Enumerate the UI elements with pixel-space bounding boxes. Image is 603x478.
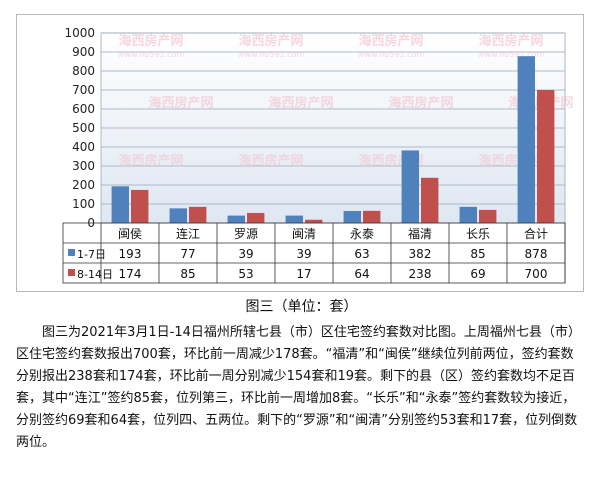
legend-label-2: 8-14日 — [77, 268, 113, 281]
y-tick-label: 700 — [72, 83, 95, 97]
bar-series2 — [131, 189, 149, 223]
data-label: 174 — [119, 267, 142, 281]
y-tick-label: 800 — [72, 64, 95, 78]
y-tick-label: 1000 — [64, 26, 95, 40]
bar-series2 — [537, 90, 555, 223]
bar-series1 — [459, 206, 477, 223]
figure-caption: 图三（单位：套） — [245, 299, 358, 315]
data-label: 238 — [409, 267, 432, 281]
bar-series2 — [363, 210, 381, 223]
watermark-text: 海西房产网 — [268, 95, 333, 111]
bar-series1 — [111, 186, 129, 223]
data-label: 193 — [119, 247, 142, 261]
y-tick-label: 600 — [72, 102, 95, 116]
category-label: 闽侯 — [118, 227, 142, 241]
watermark-url: www.h0591.com — [118, 50, 185, 59]
category-label: 连江 — [176, 226, 200, 241]
legend-label-1: 1-7日 — [77, 248, 106, 261]
watermark-text: 海西房产网 — [388, 95, 453, 111]
data-label: 64 — [354, 267, 369, 281]
data-label: 878 — [525, 247, 548, 261]
data-label: 85 — [470, 247, 485, 261]
data-label: 17 — [296, 267, 311, 281]
data-label: 69 — [470, 267, 485, 281]
category-label: 罗源 — [234, 227, 258, 241]
bar-series1 — [401, 150, 419, 223]
bar-series1 — [285, 215, 303, 223]
bar-series1 — [343, 211, 361, 223]
data-label: 77 — [180, 247, 195, 261]
watermark-url: www.h0591.com — [478, 50, 545, 59]
legend-key-1 — [68, 249, 75, 256]
chart-container: 0 100 200 300 400 500 600 700 800 900 1000 海西房产网 www… — [16, 14, 584, 292]
bar-series2 — [189, 206, 207, 223]
bar-series1 — [227, 215, 245, 223]
data-label: 63 — [354, 247, 369, 261]
data-label: 382 — [409, 247, 432, 261]
y-tick-label: 200 — [72, 178, 95, 192]
data-label: 39 — [296, 247, 311, 261]
data-label: 53 — [238, 267, 253, 281]
y-tick-label: 400 — [72, 140, 95, 154]
category-label: 永泰 — [350, 227, 374, 241]
y-tick-label: 500 — [72, 121, 95, 135]
category-label: 福清 — [408, 226, 432, 241]
watermark-text: 海西房产网 — [358, 33, 423, 49]
watermark-text: 海西房产网 — [238, 33, 303, 49]
bar-series2 — [247, 212, 265, 223]
watermark-text: 海西房产网 — [118, 153, 183, 169]
watermark-text: 海西房产网 — [118, 33, 183, 49]
legend-key-2 — [68, 269, 75, 276]
bar-series1 — [169, 208, 187, 223]
category-label: 合计 — [524, 226, 548, 241]
bar-series2 — [305, 219, 323, 223]
watermark-url: www.h0591.com — [358, 50, 425, 59]
bar-chart: 01002003004005006007008009001000海西房产网www… — [62, 26, 574, 284]
y-tick-label: 900 — [72, 45, 95, 59]
watermark-text: 海西房产网 — [478, 33, 543, 49]
bar-series2 — [479, 209, 497, 223]
description-paragraph: 图三为2021年3月1日-14日福州所辖七县（市）区住宅签约套数对比图。上周福州… — [16, 325, 581, 450]
y-tick-label: 100 — [72, 197, 95, 211]
data-label: 85 — [180, 267, 195, 281]
bar-series1 — [517, 56, 535, 224]
watermark-url: www.h0591.com — [238, 50, 305, 59]
bar-series2 — [421, 177, 439, 223]
watermark-text: 海西房产网 — [238, 153, 303, 169]
y-tick-label: 300 — [72, 159, 95, 173]
category-label: 闽清 — [292, 227, 316, 241]
data-label: 700 — [525, 267, 548, 281]
watermark-text: 海西房产网 — [148, 95, 213, 111]
data-label: 39 — [238, 247, 253, 261]
category-label: 长乐 — [466, 227, 490, 241]
